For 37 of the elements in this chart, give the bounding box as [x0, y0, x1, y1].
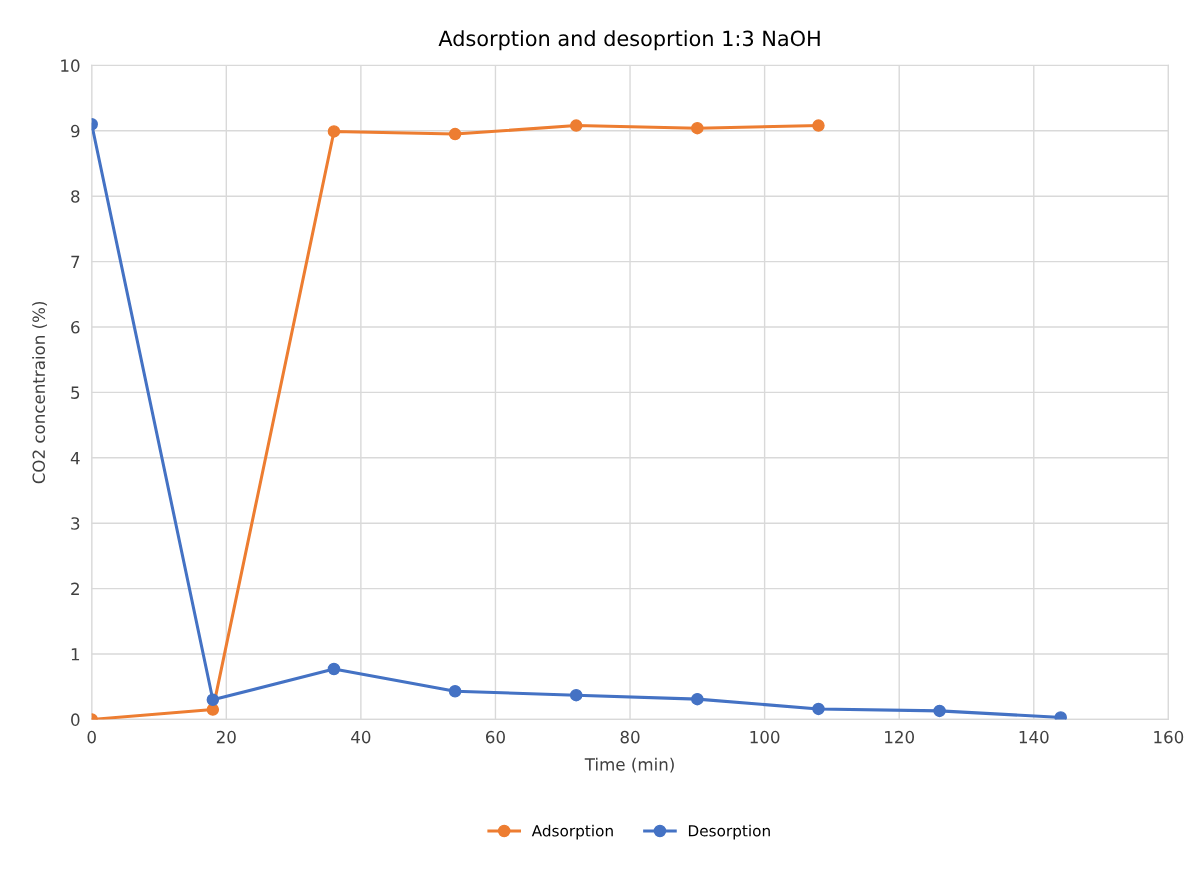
y-tick-label: 7 — [71, 255, 80, 268]
y-tick-label: 8 — [71, 190, 80, 203]
y-tick-label: 6 — [71, 320, 80, 334]
point — [327, 125, 341, 138]
legend-label: Desorption — [688, 824, 770, 840]
point — [448, 685, 462, 698]
chart-title: Adsorption and desoprtion 1:3 NaOH — [438, 30, 820, 51]
y-tick-label: 4 — [70, 451, 80, 465]
y-tick-label: 0 — [71, 713, 80, 726]
y-tick-label: 2 — [71, 582, 79, 595]
point — [691, 121, 704, 135]
x-tick-label: 120 — [885, 730, 914, 744]
y-tick-label: 5 — [71, 386, 80, 399]
x-tick-label: 80 — [620, 730, 640, 744]
x-tick-label: 140 — [1019, 730, 1049, 744]
y-tick-label: 10 — [61, 59, 80, 72]
point — [691, 692, 704, 706]
x-tick-label: 100 — [750, 730, 780, 744]
x-tick-label: 40 — [351, 730, 371, 744]
point — [812, 119, 825, 132]
point — [206, 693, 220, 707]
x-tick-label: 0 — [87, 730, 96, 744]
x-axis-title: Time (min) — [584, 757, 674, 773]
y-axis-title: CO2 concentraion (%) — [32, 301, 48, 484]
y-tick-label: 9 — [71, 124, 80, 138]
point — [448, 127, 462, 141]
point — [812, 702, 825, 716]
x-tick-label: 160 — [1154, 730, 1184, 744]
x-tick-label: 20 — [216, 730, 236, 744]
legend-label: Adsorption — [531, 824, 613, 840]
point — [569, 119, 583, 132]
point — [569, 688, 583, 702]
y-tick-label: 1 — [71, 648, 80, 661]
x-tick-label: 60 — [486, 730, 505, 744]
y-tick-label: 3 — [71, 517, 80, 530]
point — [933, 704, 946, 718]
point — [327, 662, 341, 676]
